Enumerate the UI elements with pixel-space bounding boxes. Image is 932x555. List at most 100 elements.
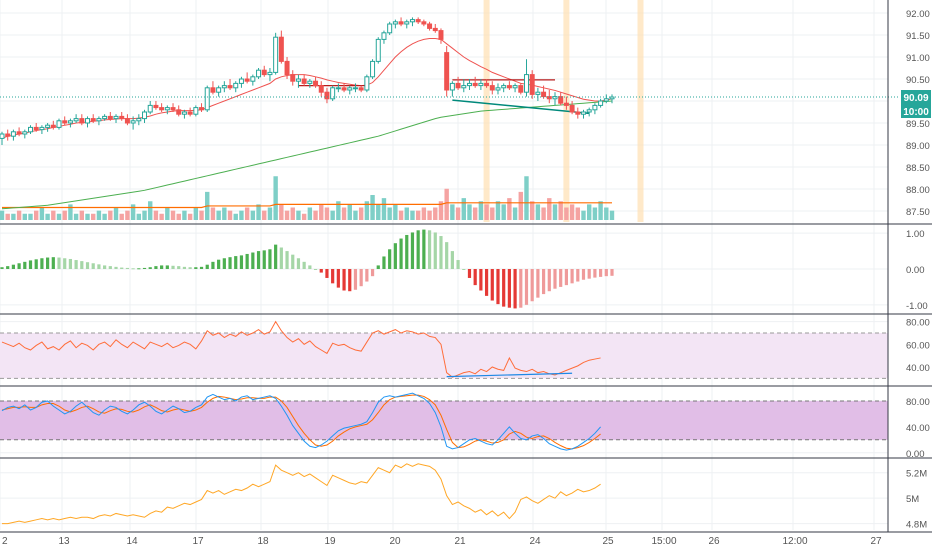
candle-body[interactable]: [432, 27, 438, 32]
candle-body[interactable]: [124, 118, 130, 124]
candle-body[interactable]: [22, 131, 28, 135]
candle-body[interactable]: [267, 71, 273, 76]
candle-body[interactable]: [529, 74, 535, 95]
candle-body[interactable]: [159, 107, 165, 111]
candle-body[interactable]: [181, 111, 187, 115]
candle-body[interactable]: [518, 85, 524, 93]
candle-body[interactable]: [204, 87, 210, 111]
candle-body[interactable]: [85, 118, 91, 124]
candle-body[interactable]: [461, 85, 467, 89]
candle-body[interactable]: [16, 131, 22, 135]
candle-body[interactable]: [33, 126, 39, 131]
last-price-tag[interactable]: 90.09 10:00: [901, 90, 931, 118]
candle-body[interactable]: [449, 82, 455, 91]
candle-body[interactable]: [50, 124, 56, 128]
candle-body[interactable]: [535, 91, 541, 95]
candle-body[interactable]: [67, 120, 73, 124]
candle-body[interactable]: [250, 76, 256, 82]
candle-body[interactable]: [381, 32, 387, 40]
candle-body[interactable]: [313, 80, 319, 87]
candle-body[interactable]: [79, 118, 85, 124]
candle-body[interactable]: [358, 87, 364, 91]
candle-body[interactable]: [233, 82, 239, 89]
candle-body[interactable]: [495, 87, 501, 91]
obv-pane[interactable]: [2, 463, 601, 525]
candle-body[interactable]: [318, 85, 324, 93]
candle-body[interactable]: [341, 87, 347, 91]
candle-body[interactable]: [290, 74, 296, 82]
candle-body[interactable]: [575, 111, 581, 115]
candle-body[interactable]: [541, 91, 547, 98]
candle-body[interactable]: [244, 78, 250, 82]
candle-body[interactable]: [330, 87, 336, 100]
candle-body[interactable]: [592, 104, 598, 111]
candle-body[interactable]: [147, 104, 153, 113]
candle-body[interactable]: [523, 74, 529, 93]
candle-body[interactable]: [438, 30, 444, 40]
candle-body[interactable]: [39, 126, 45, 131]
candle-body[interactable]: [62, 120, 68, 124]
candle-body[interactable]: [107, 115, 113, 120]
candle-body[interactable]: [142, 111, 148, 120]
candle-body[interactable]: [238, 78, 244, 84]
candle-body[interactable]: [216, 87, 222, 93]
candle-body[interactable]: [256, 69, 262, 78]
candle-body[interactable]: [45, 124, 51, 128]
macd-pane[interactable]: [0, 229, 614, 309]
candle-body[interactable]: [176, 109, 182, 115]
candle-body[interactable]: [552, 96, 558, 100]
candle-body[interactable]: [193, 107, 199, 115]
candle-body[interactable]: [580, 111, 586, 115]
candle-body[interactable]: [295, 78, 301, 82]
price-pane[interactable]: [0, 0, 900, 222]
candle-body[interactable]: [484, 82, 490, 87]
candle-body[interactable]: [352, 87, 358, 90]
candle-body[interactable]: [170, 107, 176, 111]
candle-body[interactable]: [404, 21, 410, 25]
candle-body[interactable]: [5, 133, 11, 137]
candle-body[interactable]: [261, 69, 267, 76]
candle-body[interactable]: [113, 115, 119, 120]
candle-body[interactable]: [506, 85, 512, 89]
candle-body[interactable]: [28, 126, 34, 133]
candle-body[interactable]: [136, 118, 142, 122]
candle-body[interactable]: [392, 21, 398, 25]
candle-body[interactable]: [324, 91, 330, 100]
candle-body[interactable]: [375, 38, 381, 62]
candle-body[interactable]: [273, 36, 279, 73]
candle-body[interactable]: [558, 96, 564, 104]
candle-body[interactable]: [210, 87, 216, 93]
candle-body[interactable]: [278, 36, 284, 62]
candle-body[interactable]: [398, 21, 404, 25]
candle-body[interactable]: [512, 85, 518, 89]
candle-body[interactable]: [370, 60, 376, 78]
candle-body[interactable]: [227, 85, 233, 89]
candle-body[interactable]: [187, 111, 193, 115]
candle-body[interactable]: [409, 19, 415, 23]
candle-body[interactable]: [347, 87, 353, 91]
candle-body[interactable]: [563, 102, 569, 106]
candle-body[interactable]: [335, 87, 341, 90]
candle-body[interactable]: [284, 60, 290, 76]
candle-body[interactable]: [569, 104, 575, 113]
candle-body[interactable]: [56, 120, 62, 128]
candle-body[interactable]: [501, 85, 507, 89]
candle-body[interactable]: [119, 115, 125, 120]
candle-body[interactable]: [455, 82, 461, 89]
candle-body[interactable]: [96, 118, 102, 122]
rsi-pane[interactable]: [0, 320, 888, 379]
candle-body[interactable]: [444, 52, 450, 91]
candle-body[interactable]: [153, 104, 159, 109]
candle-body[interactable]: [489, 85, 495, 91]
candle-body[interactable]: [421, 21, 427, 25]
candle-body[interactable]: [73, 118, 79, 122]
candle-body[interactable]: [415, 19, 421, 23]
stochastic-pane[interactable]: [0, 392, 888, 451]
candle-body[interactable]: [603, 98, 609, 102]
candle-body[interactable]: [221, 85, 227, 89]
candle-body[interactable]: [301, 78, 307, 84]
candle-body[interactable]: [387, 23, 393, 34]
candle-body[interactable]: [0, 133, 5, 139]
